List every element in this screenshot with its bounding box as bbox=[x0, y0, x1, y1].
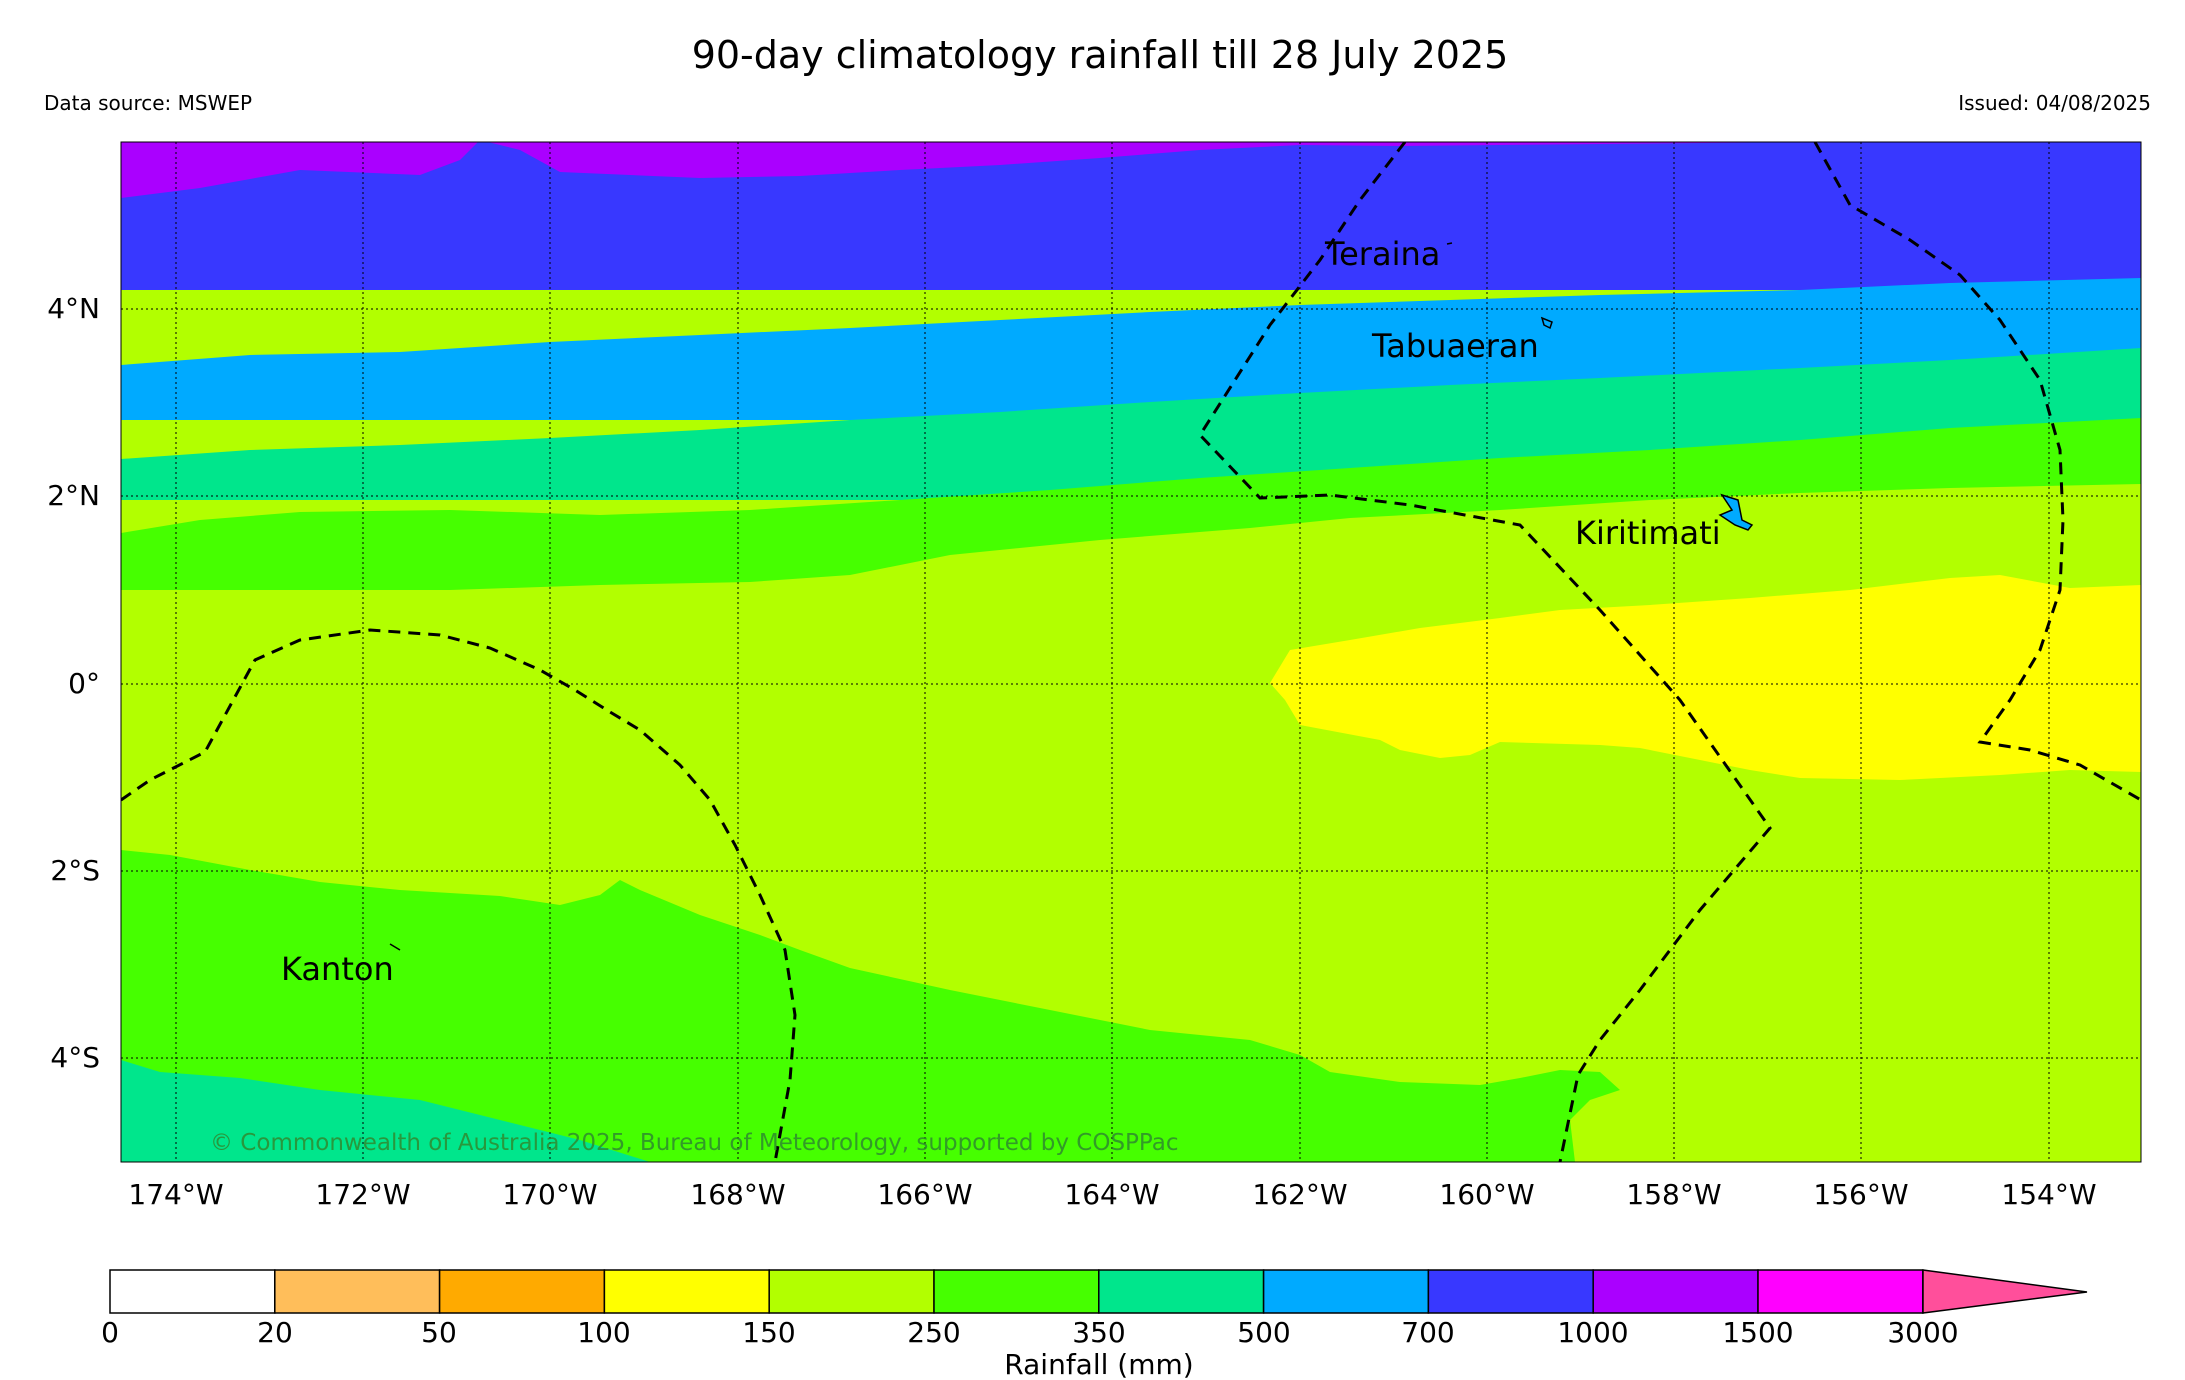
colorbar-ticks: 0 20 50 100 150 250 350 500 700 1000 150… bbox=[101, 1316, 1959, 1349]
colorbar-tick: 350 bbox=[1072, 1316, 1125, 1349]
colorbar-cell bbox=[438, 1269, 606, 1314]
colorbar-tick: 20 bbox=[257, 1316, 293, 1349]
colorbar-extend-arrow bbox=[1922, 1269, 2088, 1314]
lon-label: 154°W bbox=[2001, 1178, 2096, 1211]
tabuaeran-island bbox=[1540, 316, 1553, 330]
longitude-labels: 174°W 172°W 170°W 168°W 166°W 164°W 162°… bbox=[128, 1178, 2096, 1211]
lon-label: 162°W bbox=[1252, 1178, 1347, 1211]
lon-label: 164°W bbox=[1064, 1178, 1159, 1211]
lat-label: 0° bbox=[68, 667, 100, 700]
copyright-notice: © Commonwealth of Australia 2025, Bureau… bbox=[210, 1130, 1179, 1156]
lat-label: 4°S bbox=[50, 1041, 100, 1074]
band-700-1000 bbox=[121, 142, 2141, 290]
colorbar-cell bbox=[1757, 1269, 1924, 1314]
label-kiritimati: Kiritimati bbox=[1575, 514, 1721, 552]
colorbar-tick: 1000 bbox=[1557, 1316, 1628, 1349]
colorbar-cells bbox=[109, 1269, 1924, 1314]
colorbar-tick: 250 bbox=[907, 1316, 960, 1349]
lon-label: 168°W bbox=[690, 1178, 785, 1211]
issued-date-label: Issued: 04/08/2025 bbox=[1958, 91, 2151, 115]
colorbar-cell bbox=[109, 1269, 276, 1314]
colorbar-cell bbox=[1098, 1269, 1265, 1314]
lon-label: 172°W bbox=[315, 1178, 410, 1211]
graticule bbox=[121, 142, 2141, 1162]
rainfall-map: Teraina Tabuaeran Kiritimati Kanton © Co… bbox=[121, 142, 2141, 1162]
colorbar: 0 20 50 100 150 250 350 500 700 1000 150… bbox=[101, 1269, 2088, 1380]
data-source-label: Data source: MSWEP bbox=[44, 91, 252, 115]
lon-label: 156°W bbox=[1813, 1178, 1908, 1211]
colorbar-cell bbox=[1262, 1269, 1430, 1314]
band-250-350-south bbox=[121, 850, 1620, 1162]
band-100-150 bbox=[1270, 575, 2141, 780]
lon-label: 160°W bbox=[1439, 1178, 1534, 1211]
map-frame bbox=[120, 141, 2142, 1163]
lon-label: 170°W bbox=[502, 1178, 597, 1211]
lat-label: 2°S bbox=[50, 854, 100, 887]
label-teraina: Teraina bbox=[1324, 235, 1440, 273]
lat-label: 4°N bbox=[47, 292, 100, 325]
colorbar-tick: 100 bbox=[577, 1316, 630, 1349]
colorbar-cell bbox=[1592, 1269, 1759, 1314]
band-350-500-south bbox=[121, 1060, 650, 1162]
islands bbox=[389, 242, 1754, 951]
latitude-labels: 4°N 2°N 0° 2°S 4°S bbox=[47, 292, 100, 1074]
colorbar-tick: 700 bbox=[1401, 1316, 1454, 1349]
band-150-250-north bbox=[121, 484, 2141, 900]
teraina-island bbox=[1446, 242, 1453, 245]
colorbar-cell bbox=[768, 1269, 935, 1314]
kiritimati-island bbox=[1718, 493, 1754, 531]
map-title: 90-day climatology rainfall till 28 July… bbox=[692, 33, 1509, 77]
colorbar-tick: 50 bbox=[421, 1316, 457, 1349]
eez-boundaries bbox=[121, 142, 2141, 1162]
colorbar-cell bbox=[603, 1269, 770, 1314]
colorbar-cell bbox=[1427, 1269, 1594, 1314]
colorbar-tick: 3000 bbox=[1887, 1316, 1958, 1349]
colorbar-tick: 0 bbox=[101, 1316, 119, 1349]
colorbar-cell bbox=[274, 1269, 441, 1314]
lon-label: 166°W bbox=[877, 1178, 972, 1211]
lon-label: 158°W bbox=[1626, 1178, 1721, 1211]
label-tabuaeran: Tabuaeran bbox=[1371, 327, 1539, 365]
colorbar-tick: 1500 bbox=[1722, 1316, 1793, 1349]
lat-label: 2°N bbox=[47, 479, 100, 512]
colorbar-tick: 150 bbox=[742, 1316, 795, 1349]
colorbar-tick: 500 bbox=[1237, 1316, 1290, 1349]
kanton-island bbox=[389, 943, 401, 951]
label-kanton: Kanton bbox=[281, 950, 394, 988]
colorbar-cell bbox=[933, 1269, 1100, 1314]
colorbar-title: Rainfall (mm) bbox=[1004, 1348, 1193, 1380]
lon-label: 174°W bbox=[128, 1178, 223, 1211]
